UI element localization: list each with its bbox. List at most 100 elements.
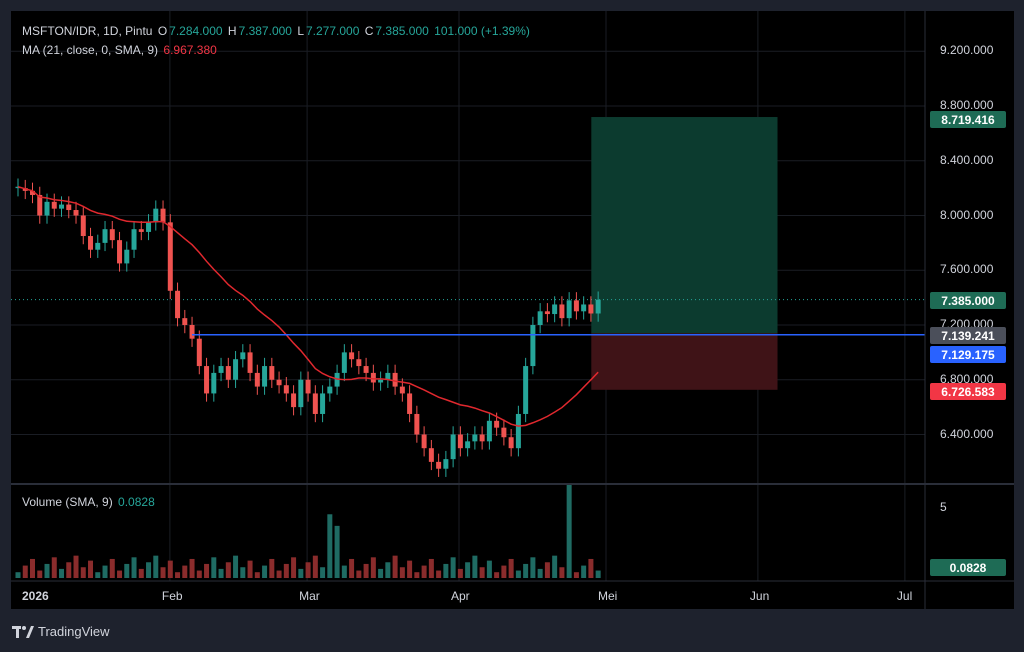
candle-body bbox=[428, 448, 434, 462]
candle-body bbox=[392, 372, 398, 387]
candle-body bbox=[254, 372, 260, 387]
volume-bar bbox=[508, 558, 514, 578]
candle-body bbox=[225, 366, 231, 380]
chart-background bbox=[11, 11, 925, 609]
candle-body bbox=[247, 352, 253, 373]
time-tick: Feb bbox=[161, 589, 183, 603]
volume-bar bbox=[276, 570, 282, 578]
candle-body bbox=[349, 352, 355, 360]
candle-body bbox=[486, 420, 492, 442]
symbol-name: MSFTON/IDR, 1D, Pintu bbox=[22, 24, 153, 38]
time-tick: Jun bbox=[749, 589, 770, 603]
time-tick: Apr bbox=[451, 589, 470, 603]
volume-bar bbox=[356, 570, 362, 578]
candle-body bbox=[508, 437, 514, 449]
volume-legend[interactable]: Volume (SMA, 9) 0.0828 bbox=[22, 495, 157, 509]
symbol-legend[interactable]: MSFTON/IDR, 1D, Pintu O 7.284.000 H 7.387.… bbox=[22, 24, 532, 38]
volume-bar bbox=[37, 570, 43, 578]
volume-bar bbox=[436, 570, 442, 578]
volume-bar bbox=[428, 558, 434, 578]
candle-body bbox=[559, 304, 565, 319]
volume-bar bbox=[30, 558, 36, 578]
candle-body bbox=[189, 325, 195, 339]
volume-bar bbox=[327, 514, 333, 578]
candle-body bbox=[523, 366, 529, 414]
candle-body bbox=[204, 366, 210, 394]
candle-body bbox=[73, 210, 79, 216]
volume-label: Volume (SMA, 9) bbox=[22, 495, 113, 509]
volume-bar bbox=[334, 525, 340, 578]
candle-body bbox=[566, 300, 572, 319]
volume-bar bbox=[421, 565, 427, 578]
candle-body bbox=[515, 413, 521, 449]
candle-body bbox=[385, 372, 391, 380]
price-tick: 6.800.000 bbox=[940, 371, 994, 386]
volume-bar bbox=[320, 567, 326, 578]
volume-bar bbox=[167, 560, 173, 578]
volume-bar bbox=[588, 558, 594, 578]
candle-body bbox=[59, 204, 65, 209]
volume-bar bbox=[515, 570, 521, 578]
time-tick: Jul bbox=[896, 589, 913, 603]
volume-bar bbox=[88, 560, 94, 578]
volume-bar bbox=[566, 484, 572, 578]
candle-body bbox=[530, 325, 536, 367]
candle-body bbox=[573, 300, 579, 312]
close-value: 7.385.000 bbox=[375, 24, 429, 38]
open-label: O bbox=[157, 24, 168, 38]
volume-bar bbox=[160, 567, 166, 578]
volume-bar bbox=[305, 562, 311, 578]
volume-bar bbox=[189, 558, 195, 578]
candle-body bbox=[80, 215, 86, 237]
candle-body bbox=[356, 359, 362, 367]
volume-bar bbox=[247, 560, 253, 578]
volume-bar bbox=[102, 565, 108, 578]
high-value: 7.387.000 bbox=[238, 24, 292, 38]
time-tick: Mar bbox=[299, 589, 320, 603]
ma-line bbox=[17, 186, 599, 427]
volume-bar bbox=[66, 562, 72, 578]
volume-bar bbox=[363, 563, 369, 578]
candle-body bbox=[218, 366, 224, 373]
candle-body bbox=[269, 366, 275, 380]
candle-body bbox=[276, 379, 282, 386]
candle-body bbox=[95, 242, 101, 250]
price-tick: 8.400.000 bbox=[940, 152, 994, 167]
candle-body bbox=[341, 352, 347, 373]
ma-legend[interactable]: MA (21, close, 0, SMA, 9) 6.967.380 bbox=[22, 43, 219, 57]
candle-body bbox=[291, 393, 297, 408]
volume-bar bbox=[465, 562, 471, 578]
candle-body bbox=[131, 229, 137, 250]
candle-body bbox=[552, 304, 558, 315]
candle-body bbox=[117, 240, 123, 264]
time-tick: Mei bbox=[598, 589, 618, 603]
entry-price-badge: 7.139.241 bbox=[930, 327, 1006, 344]
volume-bar bbox=[501, 565, 507, 578]
volume-bar bbox=[240, 567, 246, 578]
candle-body bbox=[501, 427, 507, 438]
price-tick: 8.800.000 bbox=[940, 98, 994, 112]
grid-lines bbox=[11, 11, 925, 581]
volume-bar bbox=[283, 563, 289, 578]
time-tick: 2026 bbox=[22, 589, 49, 603]
volume-bar bbox=[414, 572, 420, 578]
volume-bar bbox=[581, 565, 587, 578]
volume-bar bbox=[479, 567, 485, 578]
volume-bar bbox=[175, 572, 181, 578]
volume-bar bbox=[51, 557, 57, 578]
volume-bar bbox=[472, 555, 478, 578]
volume-bar bbox=[370, 557, 376, 578]
volume-bar bbox=[523, 563, 529, 578]
candle-body bbox=[407, 393, 413, 414]
volume-bar bbox=[233, 555, 239, 578]
volume-bar bbox=[392, 555, 398, 578]
tradingview-logo[interactable]: TradingView bbox=[12, 624, 110, 639]
candle-body bbox=[436, 461, 442, 469]
volume-bar bbox=[269, 558, 275, 578]
candle-body bbox=[233, 359, 239, 380]
volume-bar bbox=[95, 572, 101, 578]
stop-price-badge: 6.726.583 bbox=[930, 383, 1006, 400]
price-tick: 9.200.000 bbox=[940, 43, 994, 58]
volume-bar bbox=[349, 558, 355, 578]
